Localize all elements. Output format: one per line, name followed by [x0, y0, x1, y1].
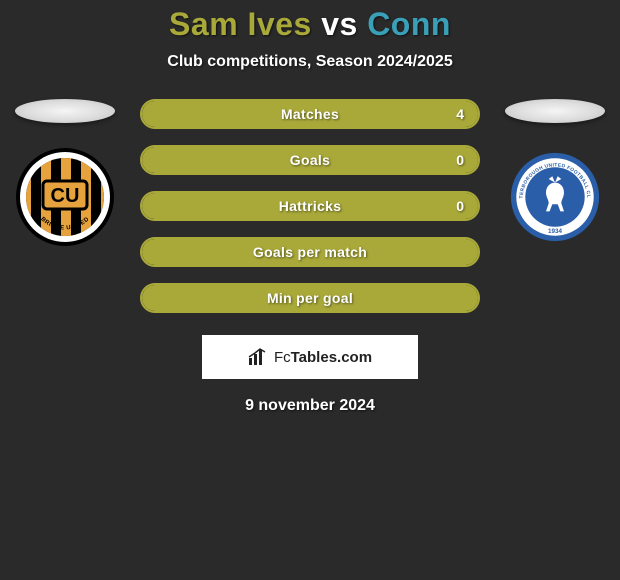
- crest-left-monogram: CU: [51, 185, 80, 207]
- footer-date: 9 november 2024: [245, 397, 375, 415]
- stat-bar-min-per-goal: Min per goal: [140, 283, 480, 313]
- stat-bar-goals-per-match: Goals per match: [140, 237, 480, 267]
- brand-suffix: Tables.com: [291, 349, 372, 366]
- crest-left-svg: CU BRIDGE UNITED: [15, 147, 115, 247]
- subtitle: Club competitions, Season 2024/2025: [167, 53, 452, 71]
- stat-value-right: 4: [456, 106, 464, 122]
- stat-value-right: 0: [456, 198, 464, 214]
- attribution-text: FcTables.com: [274, 349, 372, 366]
- stat-label: Goals: [290, 152, 330, 168]
- stat-label: Matches: [281, 106, 339, 122]
- stat-bar-hattricks: Hattricks 0: [140, 191, 480, 221]
- crest-right-svg: PETERBOROUGH UNITED FOOTBALL CLUB 1934: [510, 152, 600, 242]
- bar-chart-icon: [248, 348, 268, 366]
- stat-bar-matches: Matches 4: [140, 99, 480, 129]
- left-player-column: CU BRIDGE UNITED: [10, 93, 120, 247]
- stat-label: Goals per match: [253, 244, 367, 260]
- stat-label: Min per goal: [267, 290, 353, 306]
- page-title: Sam Ives vs Conn: [169, 6, 451, 43]
- comparison-infographic: Sam Ives vs Conn Club competitions, Seas…: [0, 0, 620, 580]
- attribution-badge: FcTables.com: [202, 335, 418, 379]
- stat-value-right: 0: [456, 152, 464, 168]
- stat-label: Hattricks: [279, 198, 342, 214]
- left-club-crest: CU BRIDGE UNITED: [15, 147, 115, 247]
- main-row: CU BRIDGE UNITED Matches 4: [0, 93, 620, 313]
- stats-column: Matches 4 Goals 0 Hattricks 0 Goals per …: [140, 99, 480, 313]
- title-player-right: Conn: [367, 6, 451, 42]
- title-player-left: Sam Ives: [169, 6, 312, 42]
- crest-right-year: 1934: [548, 228, 563, 235]
- right-club-crest: PETERBOROUGH UNITED FOOTBALL CLUB 1934: [505, 147, 605, 247]
- stat-bar-goals: Goals 0: [140, 145, 480, 175]
- right-player-column: PETERBOROUGH UNITED FOOTBALL CLUB 1934: [500, 93, 610, 247]
- player-shadow-right: [505, 99, 605, 123]
- brand-prefix: Fc: [274, 349, 291, 366]
- title-vs: vs: [321, 6, 358, 42]
- player-shadow-left: [15, 99, 115, 123]
